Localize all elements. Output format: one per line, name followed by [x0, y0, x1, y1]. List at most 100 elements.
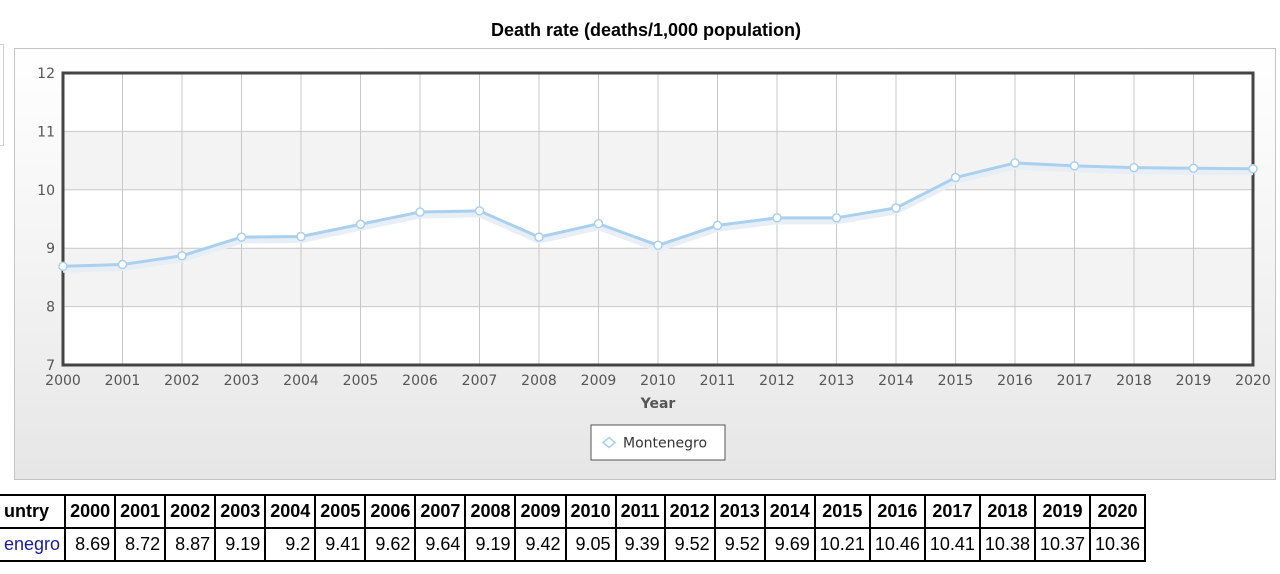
data-point: [1069, 161, 1080, 171]
header-country: untry: [0, 494, 67, 529]
data-table: untry 2000 2001 2002 2003 2004 2005 2006 2007 200…: [0, 494, 1147, 562]
header-year: 2001: [114, 494, 167, 529]
data-point: [712, 220, 723, 231]
value-cell: 9.69: [763, 527, 816, 562]
x-tick-label: 2020: [1235, 373, 1271, 389]
data-point: [236, 232, 247, 242]
value-cell: 9.41: [314, 527, 367, 562]
data-point: [296, 231, 306, 242]
y-tick-label: 10: [37, 183, 55, 199]
table-body: enegro 8.69 8.72 8.87 9.19 9.2 9.41 9.62 9.64 9.1…: [0, 527, 1147, 562]
header-year: 2003: [214, 494, 267, 529]
data-point: [1010, 158, 1020, 168]
header-year: 2008: [464, 494, 517, 529]
header-year: 2000: [64, 494, 117, 529]
header-year: 2017: [923, 494, 981, 529]
header-year: 2020: [1089, 494, 1147, 529]
value-cell: 9.62: [364, 527, 417, 562]
value-cell: 10.38: [978, 527, 1036, 562]
x-tick-label: 2007: [462, 373, 498, 389]
x-tick-label: 2001: [105, 373, 141, 389]
x-tick-label: 2013: [819, 373, 855, 389]
value-cell: 9.64: [414, 527, 467, 562]
header-year: 2002: [164, 494, 217, 529]
data-point: [534, 232, 544, 242]
table-header-row: untry 2000 2001 2002 2003 2004 2005 2006 2007 200…: [0, 494, 1147, 529]
line-chart: 7 8 9 10 11 12 2000 2001 2002 2003 2004 2005 2006 200…: [37, 66, 1271, 461]
header-year: 2006: [364, 494, 417, 529]
data-point: [772, 213, 782, 223]
data-point: [891, 203, 901, 213]
y-tick-label: 7: [46, 358, 55, 374]
value-cell: 8.87: [164, 527, 217, 562]
value-cell: 10.41: [923, 527, 981, 562]
x-tick-label: 2010: [640, 373, 676, 389]
header-year: 2005: [314, 494, 367, 529]
value-cell: 9.19: [464, 527, 517, 562]
data-point: [474, 206, 485, 216]
data-point: [177, 251, 187, 261]
x-tick-label: 2015: [938, 373, 974, 389]
value-cell: 9.2: [264, 527, 317, 562]
x-tick-label: 2004: [283, 373, 319, 389]
value-cell: 9.42: [514, 527, 567, 562]
data-point: [1248, 164, 1258, 174]
header-year: 2016: [868, 494, 926, 529]
x-tick-label: 2014: [878, 373, 914, 389]
header-year: 2014: [763, 494, 816, 529]
header-year: 2011: [614, 494, 666, 529]
x-tick-label: 2018: [1116, 373, 1152, 389]
x-tick-label: 2008: [521, 373, 557, 389]
value-cell: 10.21: [813, 527, 871, 562]
y-tick-label: 8: [46, 300, 55, 316]
header-year: 2009: [514, 494, 567, 529]
country-link[interactable]: enegro: [0, 527, 67, 562]
value-cell: 10.36: [1089, 527, 1147, 562]
x-tick-label: 2017: [1057, 373, 1093, 389]
chart-panel: 7 8 9 10 11 12 2000 2001 2002 2003 2004 2005 2006 200…: [14, 48, 1276, 480]
data-point: [355, 219, 366, 230]
value-cell: 9.52: [713, 527, 766, 562]
x-tick-label: 2016: [997, 373, 1033, 389]
y-tick-label: 12: [37, 66, 55, 82]
data-point: [950, 172, 961, 183]
table-row: enegro 8.69 8.72 8.87 9.19 9.2 9.41 9.62 9.64 9.1…: [0, 527, 1147, 562]
data-point: [415, 207, 425, 217]
x-tick-label: 2000: [45, 373, 81, 389]
header-year: 2004: [264, 494, 317, 529]
data-point: [653, 240, 663, 251]
value-cell: 9.05: [564, 527, 617, 562]
header-year: 2013: [713, 494, 766, 529]
header-year: 2012: [663, 494, 716, 529]
x-tick-label: 2006: [402, 373, 438, 389]
value-cell: 10.46: [868, 527, 926, 562]
data-point: [117, 259, 128, 270]
x-tick-label: 2019: [1176, 373, 1212, 389]
value-cell: 9.19: [214, 527, 267, 562]
x-tick-label: 2011: [700, 373, 736, 389]
y-tick-label: 11: [37, 124, 55, 140]
header-year: 2007: [414, 494, 467, 529]
header-year: 2019: [1033, 494, 1092, 529]
x-axis-title: Year: [640, 396, 676, 412]
plot-border: [61, 71, 1255, 367]
value-cell: 8.69: [64, 527, 117, 562]
side-frame: [0, 44, 4, 146]
header-year: 2015: [813, 494, 871, 529]
value-cell: 8.72: [114, 527, 167, 562]
data-point: [1188, 163, 1199, 173]
value-cell: 9.52: [663, 527, 716, 562]
y-tick-label: 9: [46, 241, 55, 257]
header-year: 2010: [564, 494, 617, 529]
data-point: [1129, 162, 1139, 173]
legend-label: Montenegro: [623, 436, 707, 452]
data-point: [593, 218, 604, 229]
x-tick-label: 2003: [224, 373, 260, 389]
data-point: [58, 261, 68, 272]
x-tick-label: 2002: [164, 373, 200, 389]
header-year: 2018: [978, 494, 1036, 529]
chart-title: Death rate (deaths/1,000 population): [490, 20, 802, 40]
legend-marker: [601, 436, 617, 449]
data-point: [831, 213, 842, 223]
value-cell: 10.37: [1033, 527, 1092, 562]
